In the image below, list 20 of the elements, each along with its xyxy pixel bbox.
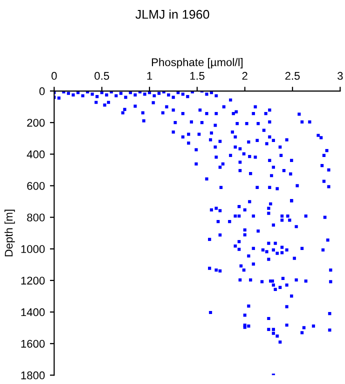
y-tick-label: 0 bbox=[39, 87, 45, 96]
x-tick-label: 3 bbox=[338, 72, 343, 80]
x-axis-title: Phosphate [µmol/l] bbox=[152, 58, 243, 68]
x-tick-label: 2.5 bbox=[285, 72, 300, 80]
chart-title: JLMJ in 1960 bbox=[136, 10, 210, 19]
y-tick-label: 200 bbox=[27, 118, 45, 127]
y-tick-label: 600 bbox=[27, 182, 45, 190]
y-tick-label: 1000 bbox=[21, 245, 45, 254]
x-tick-label: 2 bbox=[242, 72, 248, 80]
y-axis-title: Depth [m] bbox=[4, 210, 15, 256]
x-tick-label: 1 bbox=[147, 72, 152, 80]
y-tick-label: 800 bbox=[27, 214, 45, 222]
y-tick-label: 1800 bbox=[21, 371, 45, 380]
x-tick-label: 0.5 bbox=[94, 72, 110, 80]
y-tick-label: 1200 bbox=[21, 276, 45, 285]
y-tick-label: 400 bbox=[26, 150, 45, 158]
x-tick-label: 1.5 bbox=[190, 72, 204, 80]
x-tick-label: 0 bbox=[52, 72, 57, 80]
y-tick-label: 1600 bbox=[21, 340, 45, 348]
y-tick-label: 1400 bbox=[21, 308, 45, 316]
